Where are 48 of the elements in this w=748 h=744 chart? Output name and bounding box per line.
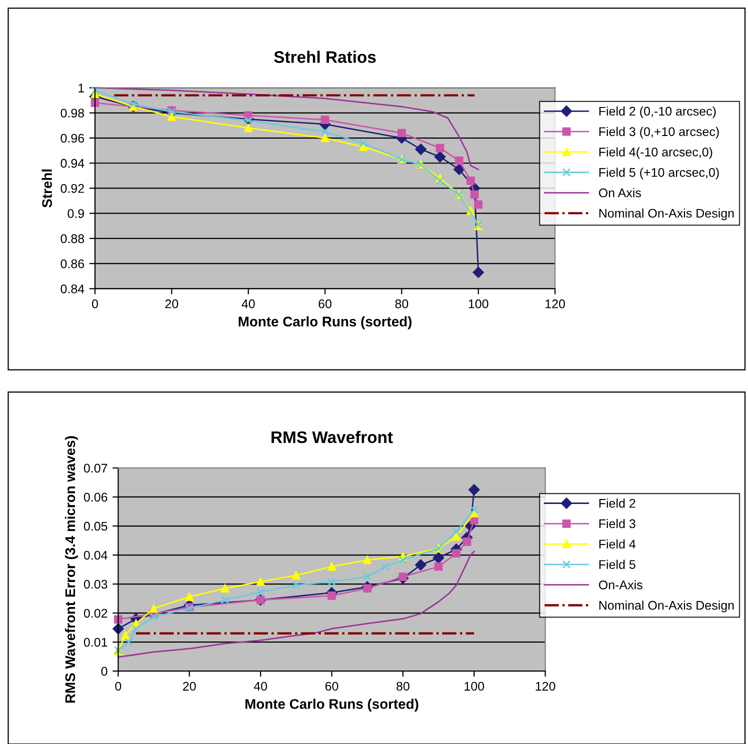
y-tick-label: 0.03 [84, 580, 108, 589]
y-tick-label: 0.86 [60, 259, 84, 268]
legend-label: Field 5 [599, 560, 636, 569]
legend-label: On Axis [598, 188, 641, 198]
y-tick-label: 0.84 [60, 284, 84, 294]
x-tick-label: 120 [546, 299, 565, 308]
chart-title: Strehl Ratios [274, 50, 376, 63]
x-tick-label: 60 [318, 299, 332, 308]
y-axis-title: Strehl [42, 170, 52, 208]
legend-label: Nominal On-Axis Design [599, 208, 734, 220]
y-tick-label: 0.04 [84, 550, 108, 560]
x-tick-label: 80 [395, 299, 408, 308]
y-tick-label: 0.94 [60, 158, 84, 168]
legend-label: Field 5 (+10 arcsec,0) [599, 168, 719, 180]
x-tick-label: 20 [183, 682, 196, 691]
y-tick-label: 0.05 [84, 522, 108, 531]
legend-label: Field 2 [599, 498, 636, 508]
x-tick-label: 100 [464, 682, 484, 691]
x-tick-label: 120 [536, 682, 556, 691]
x-tick-label: 20 [165, 299, 178, 308]
y-tick-label: 1 [78, 84, 84, 92]
y-tick-label: 0.07 [84, 464, 108, 473]
y-tick-label: 0.98 [60, 108, 84, 118]
x-axis-title: Monte Carlo Runs (sorted) [238, 316, 412, 330]
legend-label: Field 2 (0,-10 arcsec) [599, 106, 716, 118]
x-tick-label: 100 [468, 299, 488, 308]
y-axis-title: RMS Wavefront Error (3.4 micron waves) [64, 436, 78, 703]
y-tick-label: 0.88 [60, 234, 84, 244]
y-tick-label: 0 [101, 666, 108, 676]
x-tick-label: 80 [396, 682, 410, 691]
y-tick-label: 0.06 [84, 492, 108, 502]
x-tick-label: 40 [254, 682, 268, 691]
legend-label: Field 3 [599, 518, 636, 528]
y-tick-label: 0.96 [60, 134, 84, 143]
legend-label: Nominal On-Axis Design [599, 600, 734, 612]
y-tick-label: 0.92 [60, 184, 84, 193]
legend-label: Field 3 (0,+10 arcsec) [599, 126, 719, 139]
legend-label: Field 4(-10 arcsec,0) [599, 147, 712, 159]
legend-label: On-Axis [598, 580, 642, 590]
y-tick-label: 0.01 [84, 638, 108, 647]
y-tick-label: 0.9 [68, 209, 84, 218]
x-tick-label: 0 [115, 682, 122, 691]
y-tick-label: 0.02 [84, 608, 108, 618]
x-tick-label: 60 [325, 682, 338, 691]
chart-title: RMS Wavefront [272, 430, 393, 444]
x-tick-label: 40 [242, 299, 255, 308]
legend-label: Field 4 [599, 539, 636, 549]
x-axis-title: Monte Carlo Runs (sorted) [245, 698, 418, 712]
